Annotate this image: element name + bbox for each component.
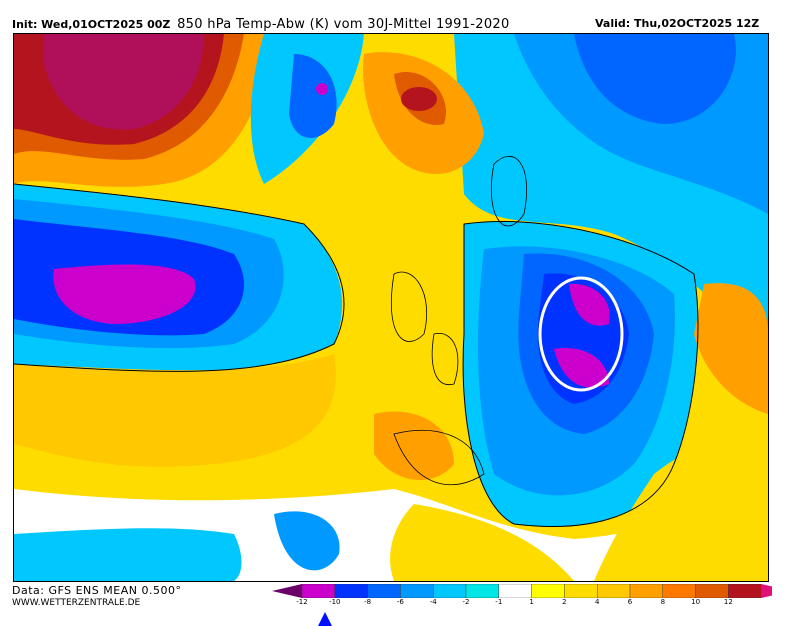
region-greenland-blue [289,54,337,138]
region-europe-magenta-south [554,348,609,388]
region-atlantic-magenta [53,264,196,324]
legend-tick: -12 [296,598,308,606]
legend-tick: -6 [396,598,404,606]
region-sw-cyan [14,528,242,581]
coastline [390,155,528,486]
legend-tick: 2 [562,598,567,606]
legend-tick: -4 [429,598,437,606]
legend-tick: 12 [723,598,733,606]
anomaly-map [13,33,769,582]
legend-swatch [400,584,434,598]
legend-swatch [334,584,368,598]
legend-tick: 6 [627,598,633,606]
pointer-arrow-icon [318,612,332,626]
legend-tick: -8 [364,598,372,606]
region-sub-orange [14,354,336,467]
website-label: WWW.WETTERZENTRALE.DE [12,598,141,608]
legend-tick: 1 [529,598,534,606]
legend-swatch [695,584,729,598]
region-north-deepblue [574,34,736,124]
legend-tick: -10 [329,598,341,606]
legend-swatch [629,584,663,598]
legend-swatch [367,584,401,598]
zero-contour [14,183,345,372]
region-s-yellow [390,504,574,581]
region-sw-blue [274,511,340,571]
legend-swatch [301,584,335,598]
legend-arrow-left [272,584,302,598]
legend-tick: -1 [495,598,503,606]
legend-swatch [465,584,499,598]
legend-tick: 4 [594,598,600,606]
legend-swatch [662,584,696,598]
data-source-label: Data: GFS ENS MEAN 0.500° [12,584,182,597]
init-label: Init: Wed,01OCT2025 00Z 850 hPa Temp-Abw… [12,17,510,32]
region-europe-magenta-north [569,283,610,326]
highlight-ellipse [538,276,624,392]
legend-swatch [564,584,598,598]
legend-arrow-right [761,584,772,598]
legend-swatch [498,584,532,598]
region-iberia-orange [374,411,454,481]
region-se-yellow [594,440,768,581]
valid-label: Valid: Thu,02OCT2025 12Z [595,17,760,30]
region-se-orange [694,283,768,414]
legend-tick: -2 [462,598,470,606]
legend-swatch [531,584,565,598]
zero-contour [462,220,699,527]
legend-swatch [728,584,762,598]
legend-swatch [432,584,467,598]
legend-tick: 8 [660,598,666,606]
region-nw-magenta [44,34,204,130]
legend-swatch [597,584,631,598]
color-legend [272,584,772,598]
legend-tick: 10 [691,598,701,606]
chart-title: 850 hPa Temp-Abw (K) vom 30J-Mittel 1991… [177,17,510,32]
